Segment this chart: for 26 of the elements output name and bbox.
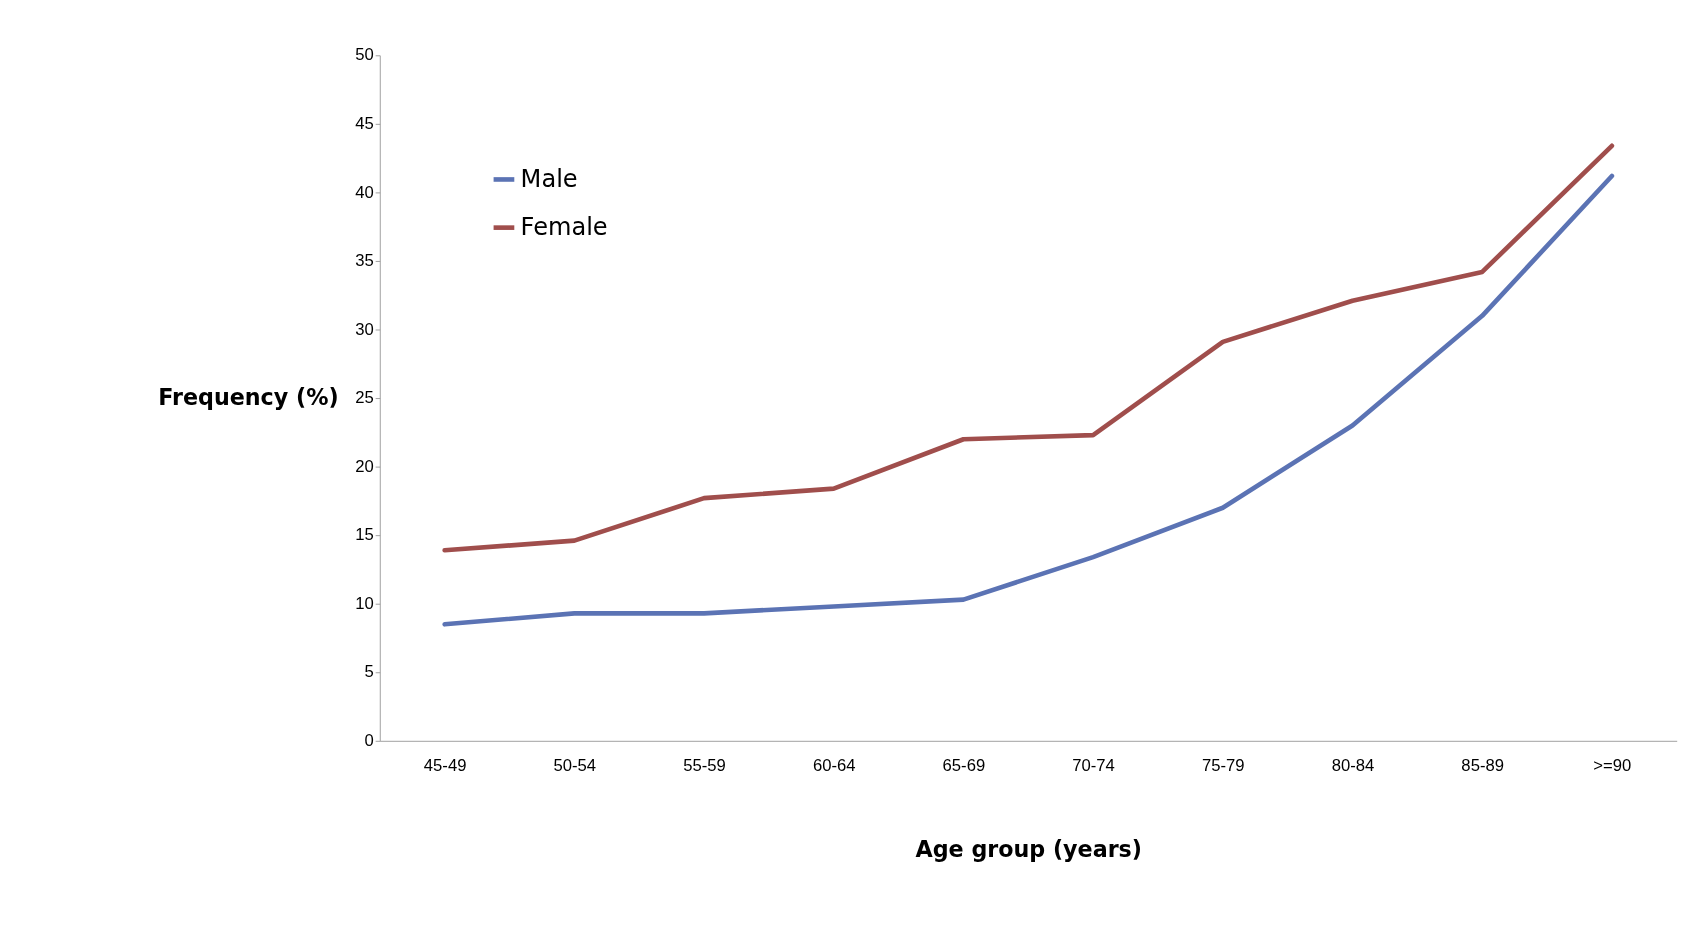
x-tick-label: 50-54 [553,755,597,775]
x-axis-title: Age group (years) [915,836,1142,863]
y-tick-label: 50 [355,45,374,65]
y-tick-label: 30 [355,319,374,339]
y-tick-label: 35 [355,251,374,271]
y-tick-label: 5 [364,662,374,682]
x-tick-label: 55-59 [683,755,726,775]
y-tick-label: 40 [355,182,374,202]
x-tick-label: 45-49 [423,755,467,775]
y-axis-title: Frequency (%) [158,384,339,411]
x-tick-label: 85-89 [1461,755,1504,775]
legend-label: Male [520,164,578,193]
x-tick-label: 80-84 [1331,755,1375,775]
x-tick-label: 65-69 [942,755,986,775]
y-tick-label: 45 [355,113,374,133]
line-series [442,143,1615,553]
y-tick-label: 15 [355,525,374,545]
x-tick-label: >=90 [1593,755,1632,775]
legend-label: Female [520,213,608,242]
x-tick-label: 60-64 [812,755,856,775]
y-tick-label: 0 [364,730,374,750]
y-tick-label: 25 [355,388,374,408]
y-tick-label: 10 [355,593,374,613]
x-tick-label: 70-74 [1072,755,1115,775]
y-tick-label: 20 [355,456,374,476]
x-tick-label: 75-79 [1201,755,1245,775]
